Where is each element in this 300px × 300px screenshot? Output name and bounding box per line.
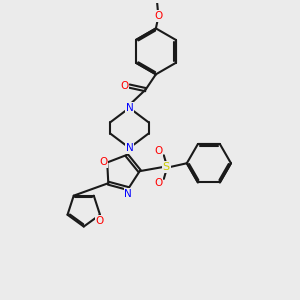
Text: N: N xyxy=(125,143,133,153)
Text: S: S xyxy=(163,162,170,172)
Text: O: O xyxy=(96,216,104,226)
Text: O: O xyxy=(154,11,162,21)
Text: N: N xyxy=(124,189,132,199)
Text: O: O xyxy=(99,158,107,167)
Text: O: O xyxy=(154,178,163,188)
Text: O: O xyxy=(120,81,128,91)
Text: N: N xyxy=(125,103,133,113)
Text: O: O xyxy=(154,146,163,156)
